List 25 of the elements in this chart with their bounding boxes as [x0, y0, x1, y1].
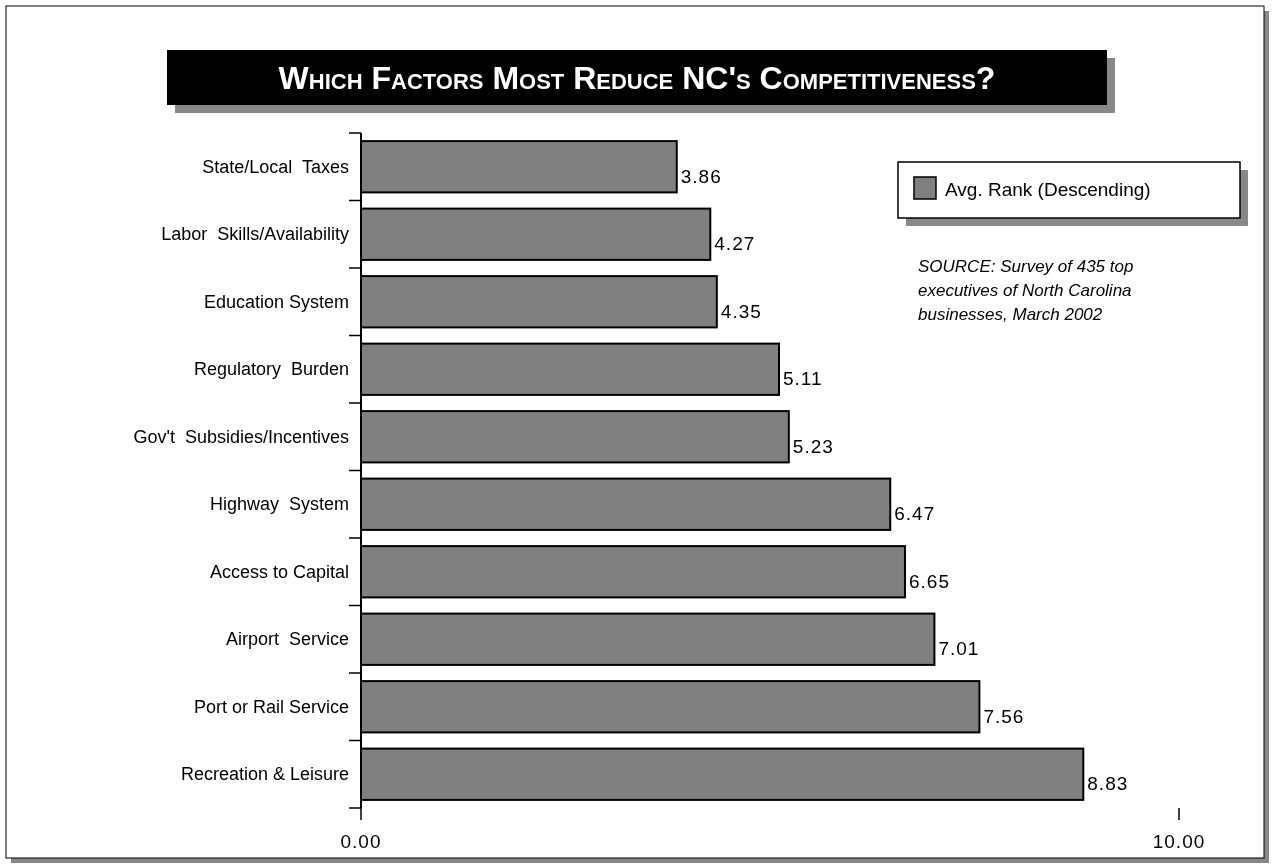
y-tick-label: Airport Service: [225, 629, 349, 650]
legend-label: Avg. Rank (Descending): [945, 179, 1151, 200]
data-label: 7.56: [983, 705, 1025, 727]
x-tick-label: 10.00: [1152, 831, 1206, 852]
annotation: SOURCE: Survey of 435 top executives of North Carolina businesses, March 2002: [918, 257, 1134, 324]
chart-title: Which Factors Most Reduce NC's Competitiveness?: [278, 60, 996, 96]
data-label: 4.27: [714, 233, 756, 255]
y-tick-label: Education System: [203, 291, 349, 312]
data-label: 6.65: [908, 570, 950, 592]
data-label: 4.35: [720, 300, 762, 322]
y-tick-label: Port or Rail Service: [193, 696, 349, 717]
data-label: 6.47: [894, 503, 936, 525]
data-label: 7.01: [938, 638, 980, 660]
y-tick-label: Highway System: [209, 494, 349, 515]
y-tick-label: Regulatory Burden: [193, 359, 349, 380]
data-label: 5.11: [783, 368, 823, 390]
y-tick-label: Gov't Subsidies/Incentives: [133, 426, 349, 447]
data-label: 8.83: [1087, 773, 1129, 795]
x-tick-label: 0.00: [340, 831, 382, 852]
y-tick-label: Labor Skills/Availability: [161, 224, 349, 245]
y-tick-label: Access to Capital: [209, 561, 349, 582]
data-label: 3.86: [680, 165, 722, 187]
y-tick-label: Recreation & Leisure: [180, 764, 349, 785]
y-tick-label: State/Local Taxes: [202, 156, 349, 177]
data-label: 5.23: [792, 435, 834, 457]
